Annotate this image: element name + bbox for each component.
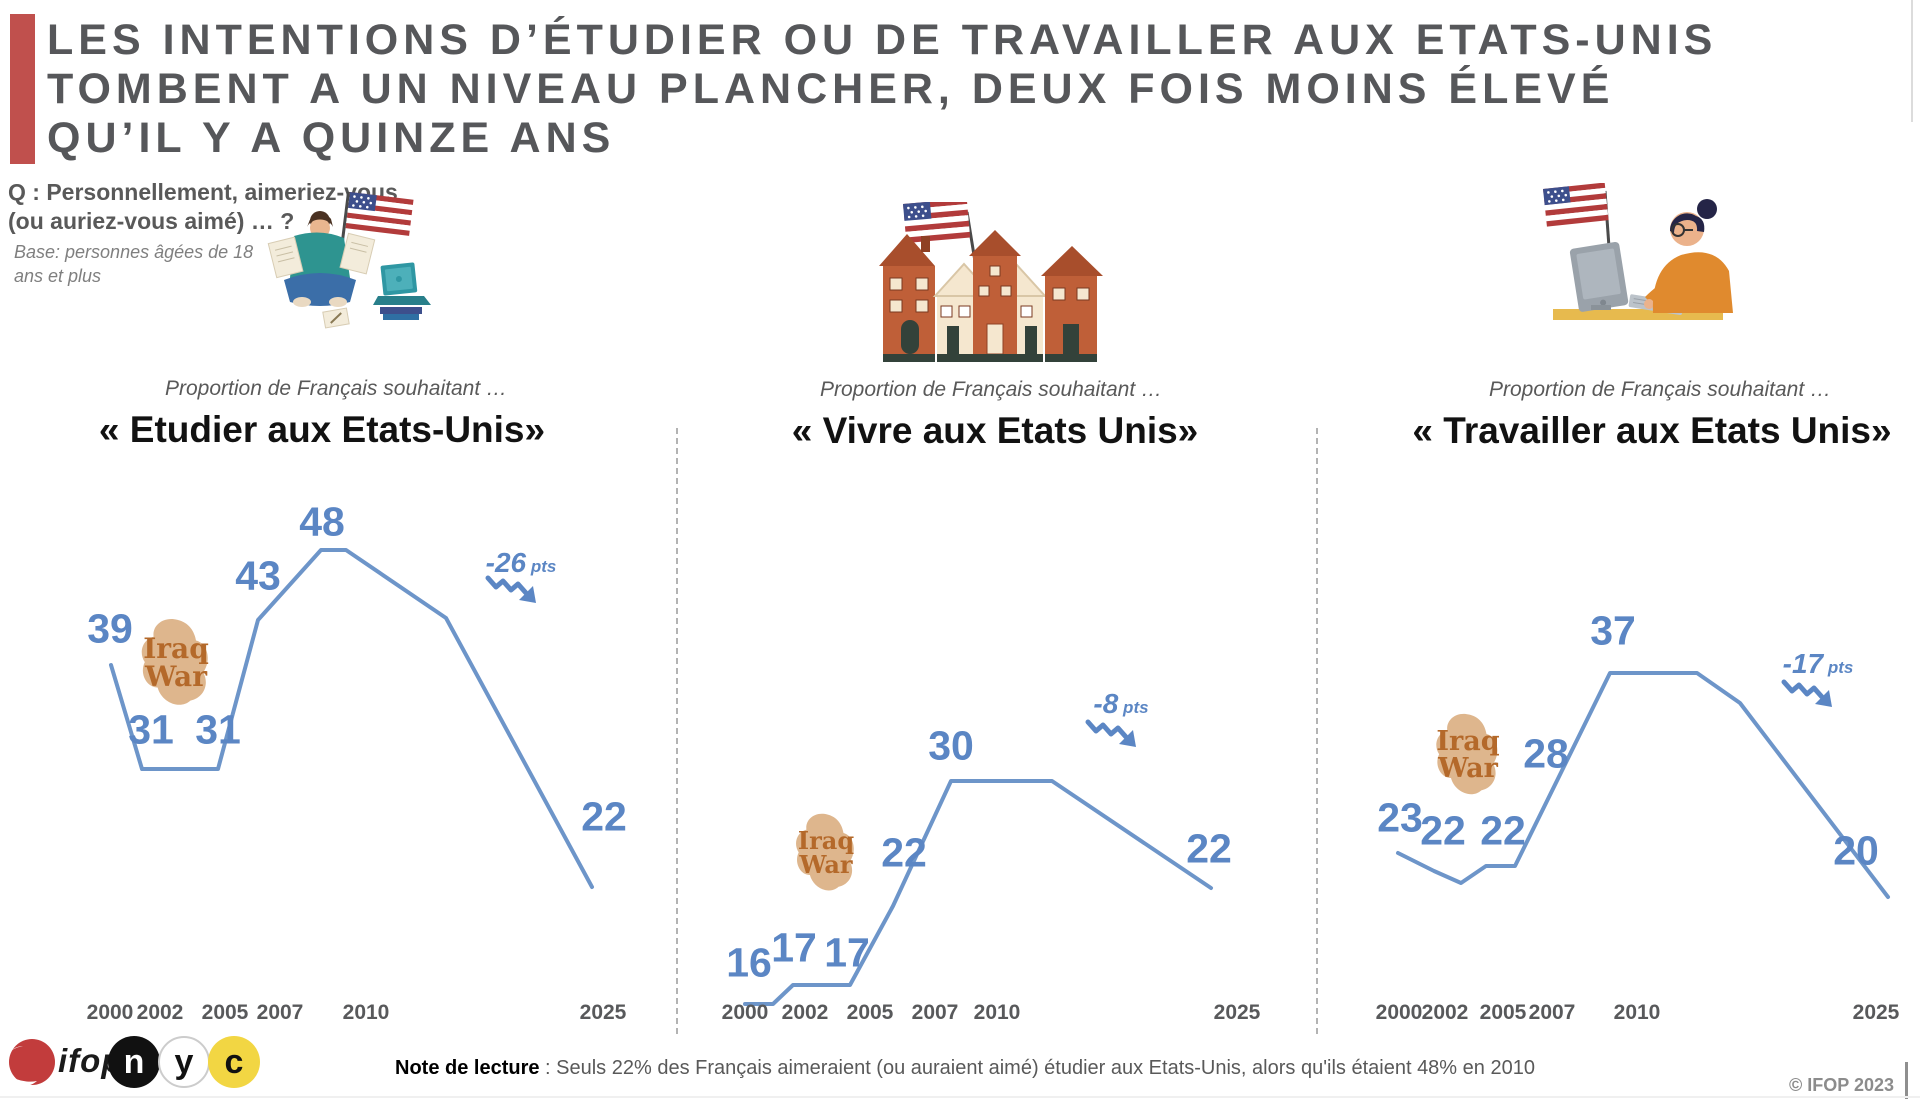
value-label-travailler-2007: 28 xyxy=(1523,730,1569,777)
axis-label-vivre-2025: 2025 xyxy=(1213,1001,1261,1024)
axis-label-vivre-2000: 2000 xyxy=(721,1001,769,1024)
axis-label-etudier-2025: 2025 xyxy=(579,1001,627,1024)
panel-divider-1 xyxy=(676,428,678,1034)
nyc-logo-n: n xyxy=(108,1036,160,1088)
axis-label-vivre-2002: 2002 xyxy=(781,1001,829,1024)
page-title-line: QU’IL Y A QUINZE ANS xyxy=(47,114,616,162)
value-label-travailler-2000: 23 xyxy=(1377,794,1423,841)
reading-note-text: : Seuls 22% des Français aimeraient (ou … xyxy=(539,1057,1535,1079)
zigzag-down-right-arrow-etudier xyxy=(485,575,529,596)
value-label-travailler-2005: 22 xyxy=(1480,807,1526,854)
copyright: © IFOP 2023 xyxy=(1789,1075,1894,1095)
axis-label-vivre-2010: 2010 xyxy=(973,1001,1021,1024)
change-annotation-vivre: -8 pts xyxy=(1093,688,1149,719)
survey-question: Q : Personnellement, aimeriez-vous (ou a… xyxy=(8,179,398,234)
value-label-vivre-2010: 30 xyxy=(928,722,974,769)
chart-title-travailler: « Travailler aux Etats Unis» xyxy=(1412,410,1892,451)
iraq-war-annotation: Iraq War xyxy=(1436,726,1500,784)
value-label-vivre-2002: 17 xyxy=(771,924,817,971)
value-label-etudier-2002: 31 xyxy=(128,706,174,753)
nyc-logo-c: c xyxy=(208,1036,260,1088)
value-label-vivre-2000: 16 xyxy=(726,939,772,986)
value-label-vivre-2007: 22 xyxy=(881,829,927,876)
desk xyxy=(1553,309,1723,320)
axis-label-etudier-2010: 2010 xyxy=(342,1001,390,1024)
change-annotation-travailler: -17 pts xyxy=(1782,648,1854,679)
bottom-rule xyxy=(0,1096,1920,1098)
axis-label-travailler-2002: 2002 xyxy=(1421,1001,1469,1024)
value-label-travailler-2002: 22 xyxy=(1420,807,1466,854)
page-title-line: LES INTENTIONS D’ÉTUDIER OU DE TRAVAILLE… xyxy=(47,16,1718,64)
axis-label-travailler-2010: 2010 xyxy=(1613,1001,1661,1024)
sample-base-note: Base: personnes âgées de 18 ans et plus xyxy=(14,242,254,286)
laptop-icon xyxy=(373,262,431,320)
houses xyxy=(879,230,1103,362)
value-label-vivre-2025: 22 xyxy=(1186,825,1232,872)
title-accent-bar xyxy=(10,14,35,164)
chart-title-vivre: « Vivre aux Etats Unis» xyxy=(791,410,1199,451)
woman-laptop-us-flag-illustration xyxy=(1543,183,1733,320)
slide-edge-bottom xyxy=(1905,1062,1908,1099)
value-label-vivre-2005: 17 xyxy=(824,929,870,976)
woman xyxy=(1644,199,1733,313)
axis-label-etudier-2000: 2000 xyxy=(86,1001,134,1024)
value-label-etudier-2025: 22 xyxy=(581,793,627,840)
iraq-war-annotation: Iraq War xyxy=(797,826,855,879)
change-annotation-etudier: -26 pts xyxy=(485,547,557,578)
panel-divider-2 xyxy=(1316,428,1318,1034)
zigzag-arrowhead-vivre xyxy=(1119,730,1136,747)
chart-subtitle-etudier: Proportion de Français souhaitant … xyxy=(164,377,508,400)
value-label-etudier-2000: 39 xyxy=(87,605,133,652)
value-label-etudier-2005: 31 xyxy=(195,706,241,753)
zigzag-arrowhead-etudier xyxy=(519,586,536,603)
chart-subtitle-vivre: Proportion de Français souhaitant … xyxy=(819,378,1163,401)
value-label-etudier-2007: 43 xyxy=(235,552,281,599)
reading-note-label: Note de lecture xyxy=(395,1057,540,1079)
page-title: LES INTENTIONS D’ÉTUDIER OU DE TRAVAILLE… xyxy=(47,16,1907,163)
page-title-line: TOMBENT A UN NIVEAU PLANCHER, DEUX FOIS … xyxy=(47,65,1615,113)
paper-icon xyxy=(322,307,350,329)
value-label-travailler-2010: 37 xyxy=(1590,607,1636,654)
axis-label-travailler-2007: 2007 xyxy=(1528,1001,1576,1024)
student-reading-us-flag-illustration xyxy=(267,191,431,329)
axis-label-etudier-2007: 2007 xyxy=(256,1001,304,1024)
chart-subtitle-travailler: Proportion de Français souhaitant … xyxy=(1488,378,1832,401)
line-series-travailler xyxy=(1396,671,1890,899)
zigzag-down-right-arrow-travailler xyxy=(1781,679,1825,700)
person-reading xyxy=(267,211,376,307)
reading-note: Note de lecture : Seuls 22% des Français… xyxy=(395,1057,1535,1080)
line-series-etudier xyxy=(109,548,594,889)
axis-label-travailler-2025: 2025 xyxy=(1852,1001,1900,1024)
zigzag-down-right-arrow-vivre xyxy=(1085,719,1129,740)
axis-label-travailler-2005: 2005 xyxy=(1479,1001,1527,1024)
axis-label-travailler-2000: 2000 xyxy=(1375,1001,1423,1024)
iraq-war-annotation: Iraq War xyxy=(143,632,209,693)
axis-label-vivre-2007: 2007 xyxy=(911,1001,959,1024)
axis-label-etudier-2002: 2002 xyxy=(136,1001,184,1024)
axis-label-etudier-2005: 2005 xyxy=(201,1001,249,1024)
slide-edge-top xyxy=(1911,0,1913,122)
chart-title-etudier: « Etudier aux Etats-Unis» xyxy=(98,409,546,450)
american-houses-us-flag-illustration xyxy=(879,202,1103,362)
axis-label-vivre-2005: 2005 xyxy=(846,1001,894,1024)
nyc-logo-y: y xyxy=(158,1036,210,1088)
value-label-travailler-2025: 20 xyxy=(1833,827,1879,874)
ifop-logo-icon xyxy=(8,1039,55,1086)
value-label-etudier-2010: 48 xyxy=(299,498,345,545)
us-flag-icon xyxy=(1543,183,1613,276)
zigzag-arrowhead-travailler xyxy=(1815,690,1832,707)
